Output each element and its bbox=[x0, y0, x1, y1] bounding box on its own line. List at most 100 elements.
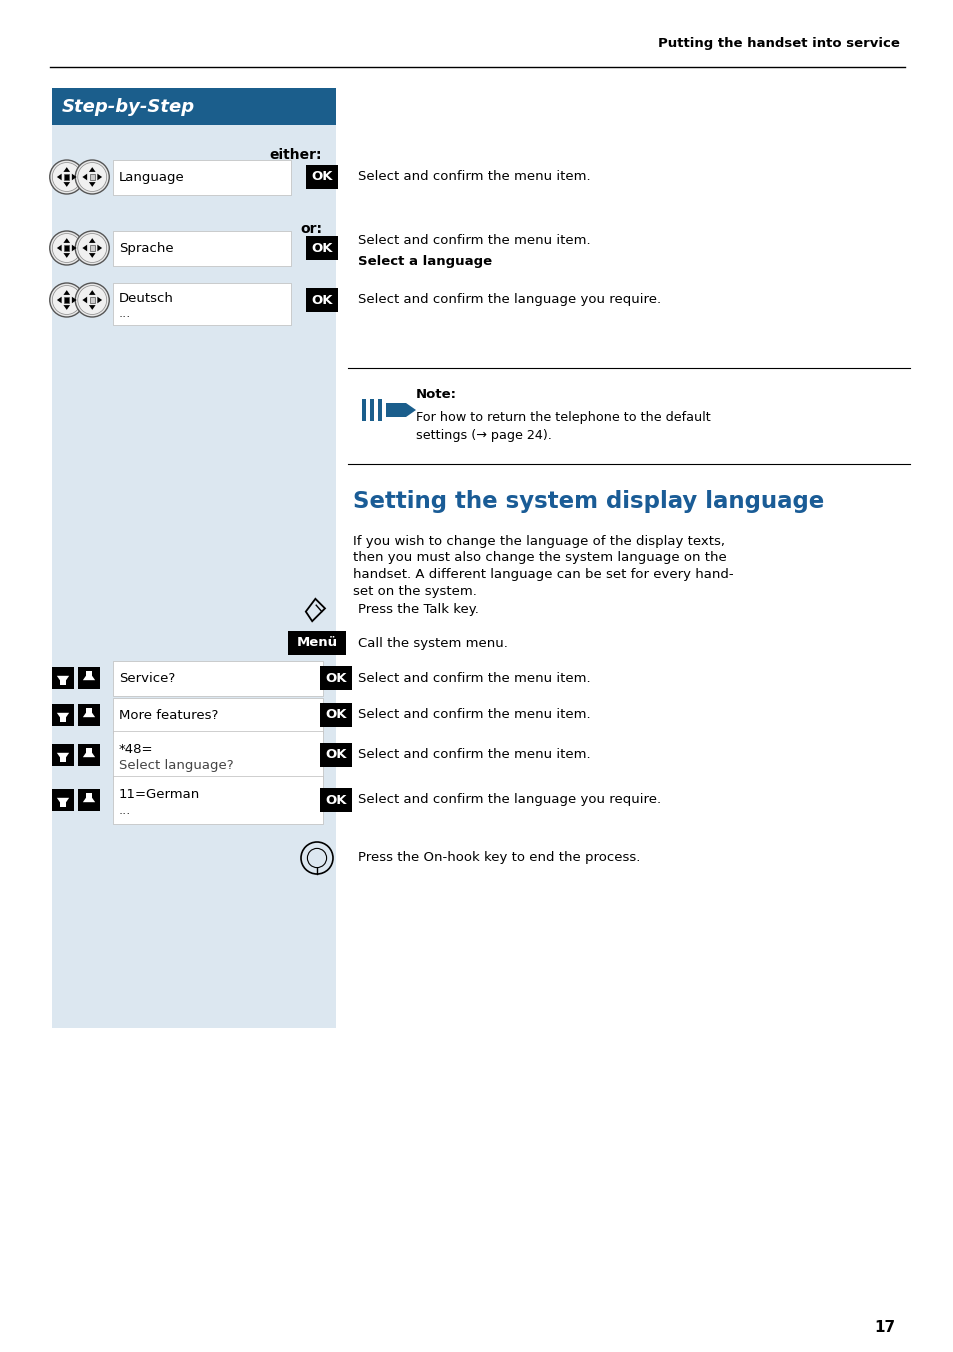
Text: Press the On-hook key to end the process.: Press the On-hook key to end the process… bbox=[357, 852, 639, 864]
Bar bbox=[78, 704, 100, 726]
Text: set on the system.: set on the system. bbox=[353, 584, 476, 598]
Text: If you wish to change the language of the display texts,: If you wish to change the language of th… bbox=[353, 535, 724, 548]
Bar bbox=[60, 754, 66, 761]
Text: Sprache: Sprache bbox=[119, 242, 173, 256]
Bar bbox=[377, 399, 381, 420]
Bar bbox=[52, 744, 74, 767]
Bar bbox=[319, 788, 352, 813]
Text: Select and confirm the language you require.: Select and confirm the language you requ… bbox=[357, 293, 660, 307]
Text: Select and confirm the language you require.: Select and confirm the language you requ… bbox=[357, 794, 660, 807]
Circle shape bbox=[52, 234, 81, 262]
Bar bbox=[60, 799, 66, 807]
Bar bbox=[52, 667, 74, 690]
Polygon shape bbox=[63, 253, 70, 258]
Polygon shape bbox=[82, 296, 87, 303]
Text: OK: OK bbox=[325, 794, 346, 807]
Bar bbox=[370, 399, 374, 420]
Text: Step-by-Step: Step-by-Step bbox=[62, 97, 195, 116]
Polygon shape bbox=[63, 291, 70, 295]
Bar bbox=[112, 698, 323, 733]
Text: OK: OK bbox=[311, 170, 333, 184]
Circle shape bbox=[50, 283, 84, 316]
Text: Language: Language bbox=[119, 170, 185, 184]
Text: Press the Talk key.: Press the Talk key. bbox=[357, 603, 478, 617]
Polygon shape bbox=[89, 168, 95, 172]
Polygon shape bbox=[57, 676, 69, 684]
Text: Select and confirm the menu item.: Select and confirm the menu item. bbox=[357, 708, 590, 722]
Text: OK: OK bbox=[311, 242, 333, 254]
Polygon shape bbox=[83, 708, 95, 717]
Bar bbox=[112, 283, 291, 324]
Bar bbox=[52, 790, 74, 811]
Circle shape bbox=[78, 234, 107, 262]
Text: Note:: Note: bbox=[416, 388, 456, 400]
Polygon shape bbox=[63, 238, 70, 243]
Polygon shape bbox=[89, 291, 95, 295]
Bar bbox=[60, 714, 66, 722]
Text: *48=: *48= bbox=[119, 742, 153, 756]
Polygon shape bbox=[63, 306, 70, 310]
Polygon shape bbox=[89, 238, 95, 243]
Bar bbox=[90, 174, 94, 180]
Text: Call the system menu.: Call the system menu. bbox=[357, 637, 507, 649]
Bar bbox=[64, 246, 70, 250]
Polygon shape bbox=[57, 753, 69, 761]
Bar bbox=[306, 288, 337, 312]
Bar bbox=[52, 124, 335, 1028]
Polygon shape bbox=[57, 798, 69, 807]
Bar bbox=[78, 744, 100, 767]
Circle shape bbox=[50, 160, 84, 193]
Text: Select language?: Select language? bbox=[119, 758, 233, 772]
Circle shape bbox=[50, 231, 84, 265]
Bar bbox=[112, 231, 291, 266]
Text: Setting the system display language: Setting the system display language bbox=[353, 489, 823, 512]
Bar bbox=[78, 667, 100, 690]
Text: or:: or: bbox=[299, 222, 322, 237]
Text: settings (→ page 24).: settings (→ page 24). bbox=[416, 429, 551, 442]
Text: handset. A different language can be set for every hand-: handset. A different language can be set… bbox=[353, 568, 733, 581]
Bar bbox=[64, 174, 70, 180]
Circle shape bbox=[78, 285, 107, 315]
Text: Select and confirm the menu item.: Select and confirm the menu item. bbox=[357, 749, 590, 761]
Circle shape bbox=[75, 283, 110, 316]
Text: Putting the handset into service: Putting the handset into service bbox=[658, 37, 899, 50]
Polygon shape bbox=[89, 306, 95, 310]
Bar bbox=[78, 790, 100, 811]
Polygon shape bbox=[57, 245, 62, 251]
Polygon shape bbox=[82, 173, 87, 180]
Polygon shape bbox=[71, 245, 76, 251]
Text: either:: either: bbox=[269, 147, 322, 162]
Polygon shape bbox=[97, 173, 102, 180]
Polygon shape bbox=[82, 245, 87, 251]
FancyArrow shape bbox=[386, 403, 416, 416]
Bar bbox=[361, 399, 366, 420]
Bar bbox=[306, 165, 337, 189]
Circle shape bbox=[75, 231, 110, 265]
Polygon shape bbox=[57, 713, 69, 722]
Polygon shape bbox=[97, 296, 102, 303]
Polygon shape bbox=[57, 296, 62, 303]
Bar bbox=[60, 677, 66, 684]
Bar bbox=[87, 749, 91, 756]
Text: Select and confirm the menu item.: Select and confirm the menu item. bbox=[357, 170, 590, 184]
Bar bbox=[319, 744, 352, 767]
Text: OK: OK bbox=[325, 672, 346, 684]
Text: More features?: More features? bbox=[119, 708, 218, 722]
Text: Service?: Service? bbox=[119, 672, 175, 685]
Text: Select and confirm the menu item.: Select and confirm the menu item. bbox=[357, 234, 590, 246]
Text: ...: ... bbox=[119, 804, 132, 817]
Polygon shape bbox=[63, 183, 70, 187]
Text: Select a language: Select a language bbox=[357, 254, 492, 268]
Bar bbox=[319, 667, 352, 690]
Text: Select and confirm the menu item.: Select and confirm the menu item. bbox=[357, 672, 590, 684]
Polygon shape bbox=[57, 173, 62, 180]
Circle shape bbox=[52, 162, 81, 192]
Text: 17: 17 bbox=[873, 1320, 894, 1334]
Bar bbox=[306, 237, 337, 260]
Polygon shape bbox=[83, 794, 95, 802]
Bar bbox=[112, 776, 323, 823]
Text: For how to return the telephone to the default: For how to return the telephone to the d… bbox=[416, 411, 710, 423]
Circle shape bbox=[52, 285, 81, 315]
Circle shape bbox=[78, 162, 107, 192]
Polygon shape bbox=[97, 245, 102, 251]
